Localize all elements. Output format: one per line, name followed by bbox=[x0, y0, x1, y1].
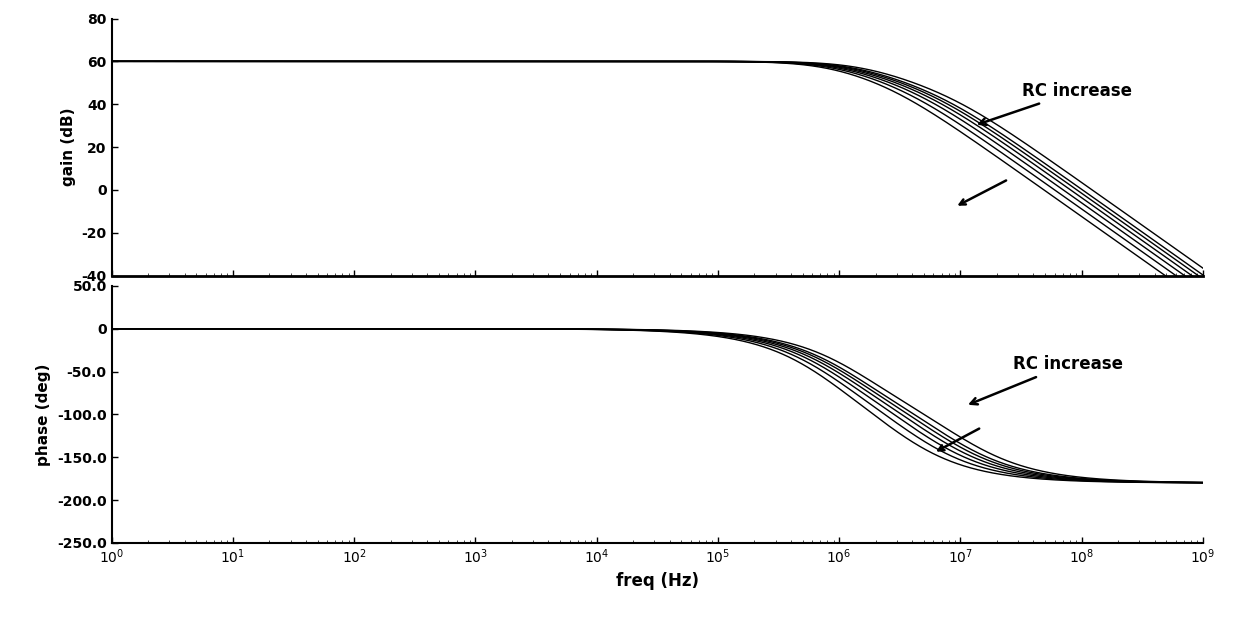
Text: RC increase: RC increase bbox=[971, 355, 1122, 404]
Text: RC increase: RC increase bbox=[980, 82, 1132, 125]
X-axis label: freq (Hz): freq (Hz) bbox=[616, 572, 698, 590]
Y-axis label: gain (dB): gain (dB) bbox=[61, 108, 76, 186]
Y-axis label: phase (deg): phase (deg) bbox=[36, 363, 51, 466]
